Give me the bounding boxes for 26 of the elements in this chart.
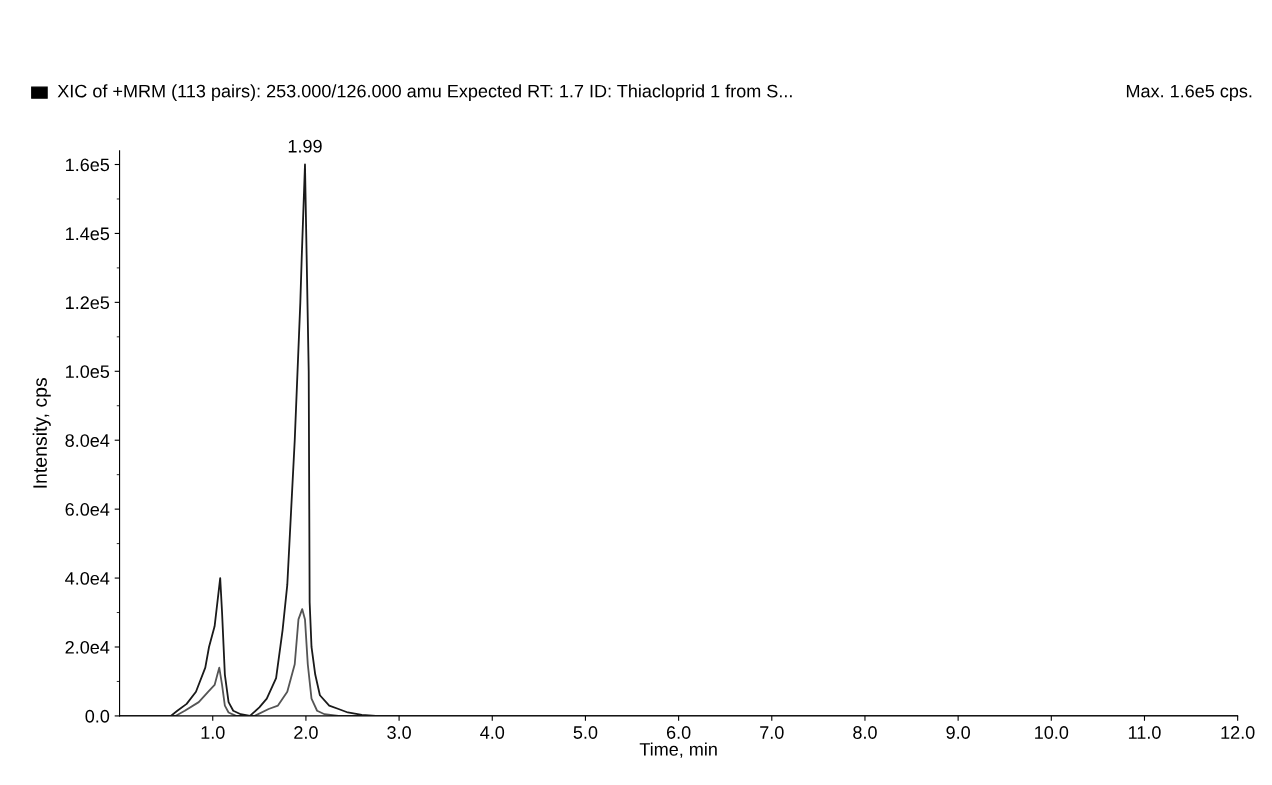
x-tick-label: 9.0 [946, 726, 970, 739]
y-tick-label: 4.0e4 [65, 572, 110, 585]
text: Max. 1.6e5 cps. [1126, 84, 1252, 102]
x-tick-label: 10.0 [1035, 726, 1069, 739]
x-tick-label: 12.0 [1221, 726, 1255, 739]
annotation: 1.99 [288, 139, 322, 153]
x-axis-title: Time, min [639, 742, 717, 758]
y-tick-label: 8.0e4 [65, 434, 110, 447]
y-axis-title: Intensity, cps [32, 378, 51, 488]
x-tick-label: 1.0 [201, 726, 225, 739]
x-tick-label: 7.0 [760, 726, 784, 739]
y-tick-label: 2.0e4 [65, 640, 110, 654]
x-tick-label: 6.0 [666, 726, 691, 739]
y-tick-label: 1.4e5 [66, 227, 110, 241]
y-tick-label: 1.2e5 [66, 296, 110, 310]
y-tick-label: 1.6e5 [66, 158, 110, 172]
y-tick-label: 0.0 [85, 709, 110, 723]
x-tick-label: 4.0 [480, 726, 505, 739]
x-tick-label: 3.0 [387, 726, 411, 739]
x-tick-label: 11.0 [1128, 726, 1161, 739]
x-tick-label: 8.0 [853, 726, 877, 739]
y-tick-label: 6.0e4 [65, 503, 110, 516]
chart-title: XIC of +MRM (113 pairs): 253.000/126.000 amu Expected RT: 1.7 ID: Thiacloprid 1 from S... [57, 84, 792, 102]
x-tick-label: 5.0 [573, 726, 598, 739]
x-tick-label: 2.0 [294, 726, 318, 739]
y-tick-label: 1.0e5 [66, 365, 110, 379]
